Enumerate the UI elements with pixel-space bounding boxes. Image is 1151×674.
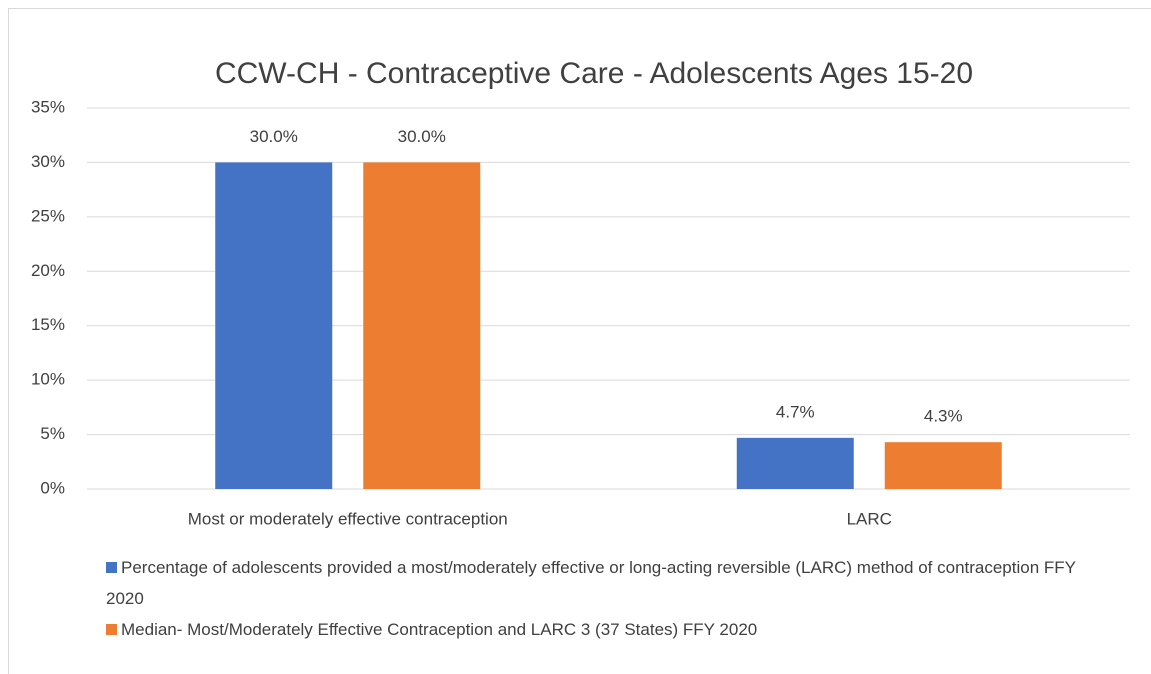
y-tick-label: 25% (31, 206, 65, 225)
y-tick-label: 15% (31, 315, 65, 334)
legend-label: Percentage of adolescents provided a mos… (106, 558, 1076, 608)
data-label: 30.0% (250, 127, 298, 146)
chart-border (8, 8, 1151, 674)
legend-label: Median- Most/Moderately Effective Contra… (121, 620, 758, 639)
x-tick-label: LARC (847, 509, 892, 528)
data-label: 30.0% (398, 127, 446, 146)
bar (215, 162, 333, 489)
data-label: 4.3% (924, 407, 963, 426)
y-tick-label: 10% (31, 370, 65, 389)
legend-entry: Percentage of adolescents provided a mos… (106, 552, 1096, 614)
x-tick-label: Most or moderately effective contracepti… (188, 509, 508, 528)
y-tick-label: 30% (31, 152, 65, 171)
bar (363, 162, 481, 489)
y-tick-label: 35% (31, 97, 65, 116)
y-tick-label: 0% (40, 478, 65, 497)
bar (736, 437, 854, 489)
chart-title: CCW-CH - Contraceptive Care - Adolescent… (215, 57, 973, 90)
legend-entry: Median- Most/Moderately Effective Contra… (106, 614, 1096, 645)
y-tick-label: 5% (40, 424, 65, 443)
y-tick-label: 20% (31, 261, 65, 280)
legend-swatch (106, 562, 117, 573)
data-label: 4.7% (776, 402, 815, 421)
legend-swatch (106, 624, 117, 635)
bar (884, 442, 1002, 489)
